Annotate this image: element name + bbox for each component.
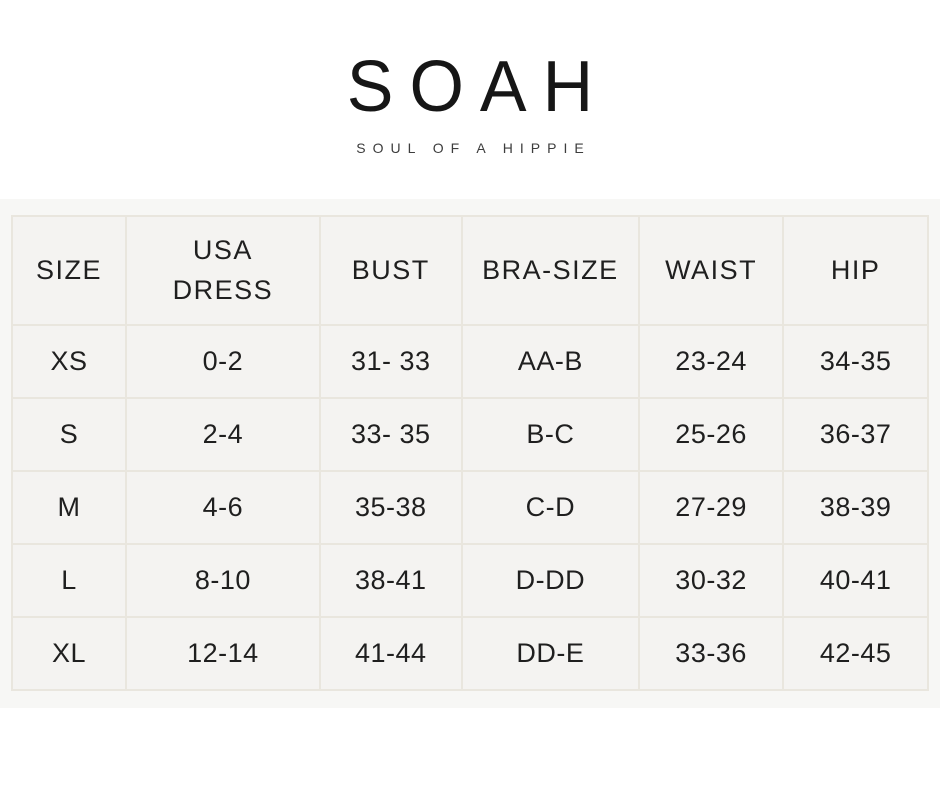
cell-usa-dress: 8-10 (125, 543, 321, 618)
cell-usa-dress: 0-2 (125, 324, 321, 399)
column-header-usa-dress-label: USA DRESS (172, 235, 274, 305)
column-header-bra-size: BRA-SIZE (460, 215, 640, 326)
cell-hip: 36-37 (782, 397, 929, 472)
table-row-xs: XS 0-2 31- 33 AA-B 23-24 34-35 (10, 324, 929, 399)
table-row-xl: XL 12-14 41-44 DD-E 33-36 42-45 (10, 616, 929, 691)
brand-header: SOAH SOUL OF A HIPPIE (0, 0, 940, 199)
cell-waist: 33-36 (637, 616, 785, 691)
cell-size: XS (10, 324, 128, 399)
column-header-hip-label: HIP (830, 254, 881, 285)
cell-bra-size: D-DD (460, 543, 640, 618)
cell-waist: 30-32 (637, 543, 785, 618)
cell-bust: 38-41 (318, 543, 463, 618)
column-header-bust-label: BUST (351, 254, 430, 285)
cell-bust: 31- 33 (318, 324, 463, 399)
cell-bra-size: DD-E (460, 616, 640, 691)
cell-usa-dress: 2-4 (125, 397, 321, 472)
column-header-usa-dress: USA DRESS (125, 215, 321, 326)
table-header-row: SIZE USA DRESS BUST BRA-SIZE WAIST HIP (10, 215, 929, 326)
column-header-bust: BUST (318, 215, 463, 326)
cell-waist: 27-29 (637, 470, 785, 545)
column-header-size: SIZE (10, 215, 128, 326)
table-row-m: M 4-6 35-38 C-D 27-29 38-39 (10, 470, 929, 545)
cell-size: S (10, 397, 128, 472)
cell-hip: 42-45 (782, 616, 929, 691)
cell-hip: 34-35 (782, 324, 929, 399)
column-header-size-label: SIZE (36, 254, 103, 285)
size-chart-table: SIZE USA DRESS BUST BRA-SIZE WAIST HIP X… (10, 215, 929, 691)
cell-bra-size: B-C (460, 397, 640, 472)
table-row-s: S 2-4 33- 35 B-C 25-26 36-37 (10, 397, 929, 472)
cell-usa-dress: 4-6 (125, 470, 321, 545)
table-row-l: L 8-10 38-41 D-DD 30-32 40-41 (10, 543, 929, 618)
brand-logo: SOAH (346, 44, 610, 127)
cell-hip: 38-39 (782, 470, 929, 545)
column-header-hip: HIP (782, 215, 929, 326)
cell-size: L (10, 543, 128, 618)
cell-size: XL (10, 616, 128, 691)
column-header-waist-label: WAIST (665, 254, 758, 285)
size-chart-section: SIZE USA DRESS BUST BRA-SIZE WAIST HIP X… (0, 199, 940, 708)
cell-usa-dress: 12-14 (125, 616, 321, 691)
column-header-bra-size-label: BRA-SIZE (482, 254, 619, 285)
cell-bust: 35-38 (318, 470, 463, 545)
cell-waist: 25-26 (637, 397, 785, 472)
cell-bust: 41-44 (318, 616, 463, 691)
cell-bust: 33- 35 (318, 397, 463, 472)
cell-bra-size: AA-B (460, 324, 640, 399)
column-header-waist: WAIST (637, 215, 785, 326)
cell-hip: 40-41 (782, 543, 929, 618)
cell-bra-size: C-D (460, 470, 640, 545)
cell-waist: 23-24 (637, 324, 785, 399)
cell-size: M (10, 470, 128, 545)
brand-tagline: SOUL OF A HIPPIE (356, 139, 591, 156)
